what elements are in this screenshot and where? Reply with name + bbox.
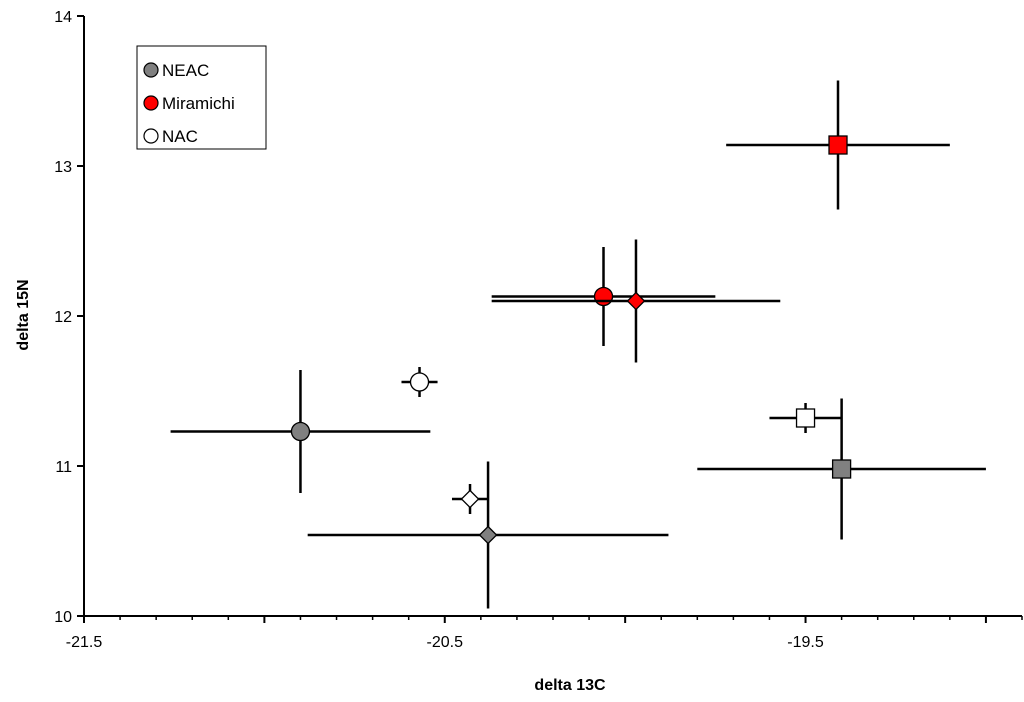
point-square-nac [795, 408, 816, 428]
point-diamond-nac [460, 489, 480, 509]
point-square-neac [831, 459, 852, 479]
x-tick-label: -20.5 [427, 634, 464, 651]
point-circle-neac [290, 421, 311, 442]
legend-box [136, 45, 267, 150]
legend-marker-miramichi [143, 95, 159, 111]
legend: NEAC Miramichi NAC [136, 45, 267, 150]
x-tick-label: -21.5 [66, 634, 103, 651]
plot-area: 10 11 12 13 14 -21.5 -20.5 -19.5 [54, 9, 1023, 651]
x-axis-title: delta 13C [534, 677, 606, 694]
point-square-miramichi [828, 135, 848, 155]
point-circle-nac [409, 372, 430, 392]
point-diamond-neac [478, 525, 498, 545]
legend-label-nac: NAC [162, 127, 198, 146]
legend-marker-neac [143, 62, 159, 78]
legend-label-miramichi: Miramichi [162, 94, 235, 113]
y-tick-label: 11 [55, 459, 72, 476]
x-tick-label: -19.5 [787, 634, 824, 651]
y-tick-label: 10 [54, 609, 72, 626]
y-tick-label: 12 [54, 309, 72, 326]
y-tick-label: 13 [54, 159, 72, 176]
legend-marker-nac [143, 128, 159, 144]
legend-label-neac: NEAC [162, 61, 209, 80]
y-tick-label: 14 [54, 9, 72, 26]
point-circle-miramichi [593, 286, 614, 307]
point-diamond-miramichi [626, 291, 646, 311]
y-axis-title: delta 15N [15, 279, 32, 350]
